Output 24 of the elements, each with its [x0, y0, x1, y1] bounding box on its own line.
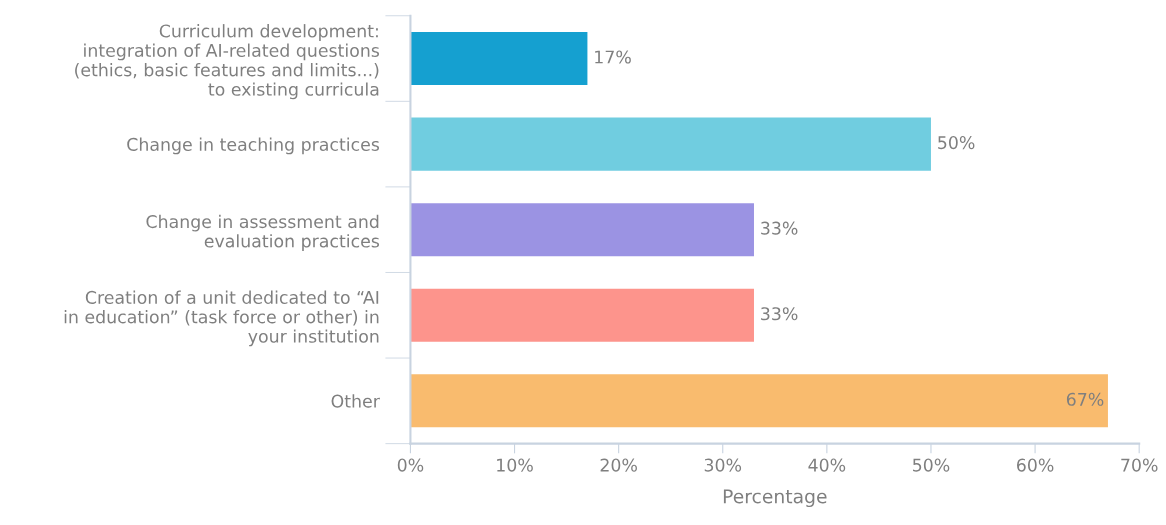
bar [410, 374, 1108, 428]
x-tick-label: 0% [397, 458, 424, 472]
y-tick-label: Change in assessment and evaluation practices [146, 214, 380, 251]
x-axis-title: Percentage [723, 489, 827, 508]
bar [410, 32, 588, 86]
y-tick-label: Curriculum development: integration of AI-related questions (ethics, basic features and limits...) to existing curricula [75, 24, 380, 100]
x-tick-label: 10% [497, 458, 533, 472]
x-tick-label: 50% [913, 458, 950, 472]
y-tick-label: Other [331, 394, 380, 408]
x-tick-label: 40% [808, 458, 846, 472]
data-label: 33% [761, 221, 798, 235]
bar [410, 117, 931, 171]
y-tick-label: Creation of a unit dedicated to “AI in education” (task force or other) in your institution [64, 290, 379, 347]
x-tick-label: 70% [1121, 458, 1158, 472]
data-label: 50% [938, 136, 975, 150]
x-tick-label: 60% [1016, 458, 1054, 472]
data-label: 67% [1066, 392, 1104, 406]
bar [410, 288, 754, 342]
y-tick-label: Change in teaching practices [127, 137, 380, 155]
bar [410, 203, 754, 257]
data-label: 17% [595, 50, 631, 64]
data-label: 33% [761, 307, 798, 321]
x-tick-label: 20% [600, 458, 637, 472]
x-tick-label: 30% [704, 458, 742, 472]
